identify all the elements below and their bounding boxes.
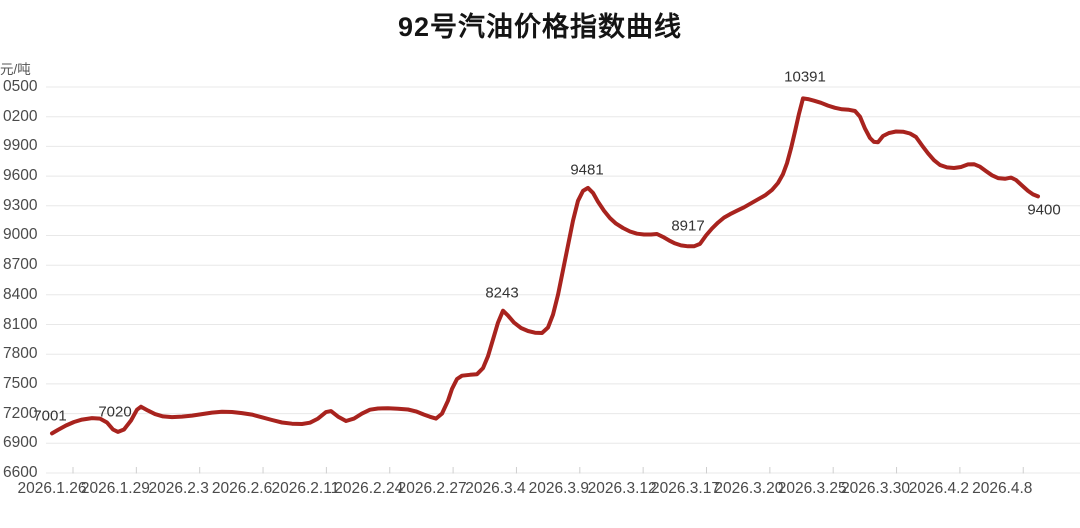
x-axis-label: 2026.3.9 <box>528 480 589 497</box>
y-axis-label: 0500 <box>3 78 38 95</box>
data-point-label: 10391 <box>784 68 826 86</box>
y-axis-label: 9300 <box>3 196 38 214</box>
y-axis-label: 6600 <box>3 464 38 481</box>
y-axis-label: 7500 <box>3 374 38 392</box>
y-axis-label: 9000 <box>3 226 38 244</box>
x-axis-ticks <box>72 467 1024 474</box>
x-axis-label: 2026.2.24 <box>334 480 404 497</box>
y-axis-label: 8100 <box>3 315 38 333</box>
data-point-label: 7001 <box>33 407 67 425</box>
data-point-label: 9481 <box>570 161 604 179</box>
y-axis-label: 8700 <box>3 256 38 274</box>
x-axis-label: 2026.4.8 <box>972 480 1033 497</box>
price-line <box>50 96 1040 436</box>
x-axis-label: 2026.4.2 <box>908 480 970 497</box>
y-axis-label: 9900 <box>3 137 38 155</box>
data-point-label: 9400 <box>1027 201 1061 219</box>
x-axis-label: 2026.1.26 <box>17 480 87 497</box>
y-axis-label: 9600 <box>3 167 38 185</box>
y-axis-label: 8400 <box>3 285 38 303</box>
x-axis-label: 2026.3.20 <box>714 480 784 497</box>
x-axis-label: 2026.3.17 <box>651 480 720 497</box>
data-point-label: 8917 <box>671 217 705 235</box>
x-axis-label: 2026.3.25 <box>777 480 847 497</box>
x-axis-label: 2026.3.30 <box>841 480 911 497</box>
y-axis-unit-label: 元/吨 <box>0 62 31 77</box>
y-axis-label: 0200 <box>3 107 38 125</box>
y-axis-label: 7200 <box>3 404 38 422</box>
x-axis-label: 2026.2.11 <box>271 480 340 497</box>
x-axis-label: 2026.1.29 <box>80 480 150 497</box>
x-axis-label: 2026.2.6 <box>211 480 273 497</box>
y-axis-label: 6900 <box>3 434 38 452</box>
x-axis-label: 2026.2.27 <box>397 480 467 497</box>
data-point-label: 7020 <box>98 403 132 421</box>
y-axis-label: 7800 <box>3 345 38 363</box>
data-point-label: 8243 <box>485 284 519 302</box>
x-axis-label: 2026.2.3 <box>148 480 209 497</box>
x-axis-label: 2026.3.12 <box>587 480 657 497</box>
x-axis-label: 2026.3.4 <box>465 480 526 497</box>
chart-title: 92号汽油价格指数曲线 <box>397 12 683 42</box>
